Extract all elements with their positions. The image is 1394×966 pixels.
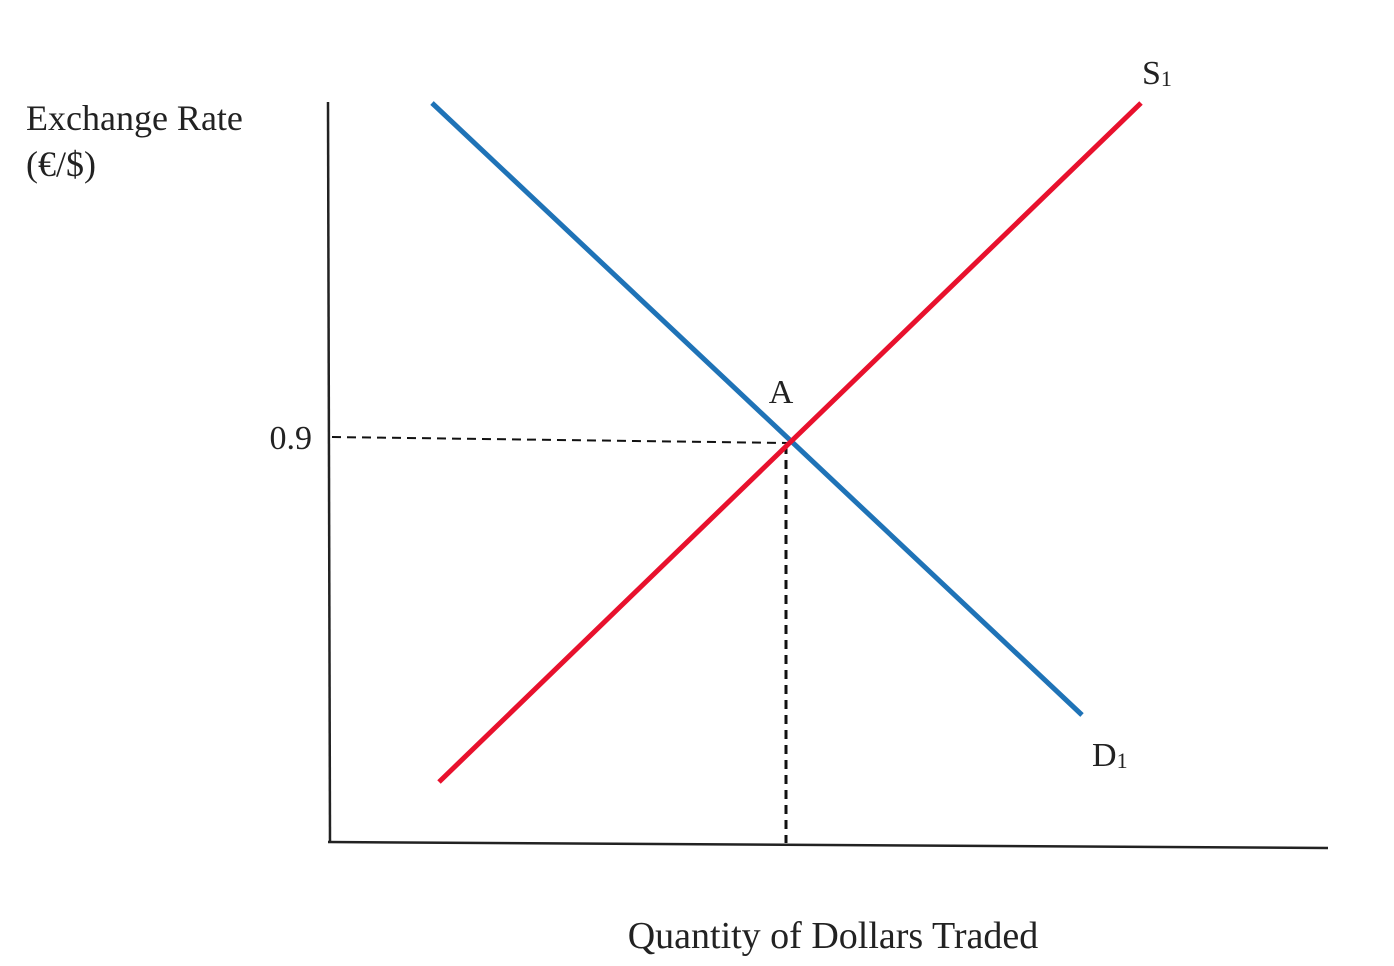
supply-curve	[437, 101, 1143, 784]
supply-letter: S	[1142, 55, 1161, 92]
x-axis-label: Quantity of Dollars Traded	[628, 915, 1039, 957]
demand-letter: D	[1092, 737, 1117, 774]
equilibrium-label: A	[769, 374, 794, 411]
x-axis	[327, 840, 1329, 850]
demand-curve-label: D1	[1092, 737, 1128, 774]
demand-subscript: 1	[1117, 748, 1128, 773]
y-tick-label: 0.9	[270, 420, 313, 457]
y-axis-label-line1: Exchange Rate	[26, 98, 243, 138]
y-axis-label-line2: (€/$)	[26, 144, 96, 184]
y-axis	[326, 101, 332, 843]
supply-subscript: 1	[1161, 66, 1172, 91]
supply-curve-label: S1	[1142, 55, 1172, 92]
price-guide-dashed	[331, 436, 789, 444]
demand-curve	[430, 101, 1084, 717]
